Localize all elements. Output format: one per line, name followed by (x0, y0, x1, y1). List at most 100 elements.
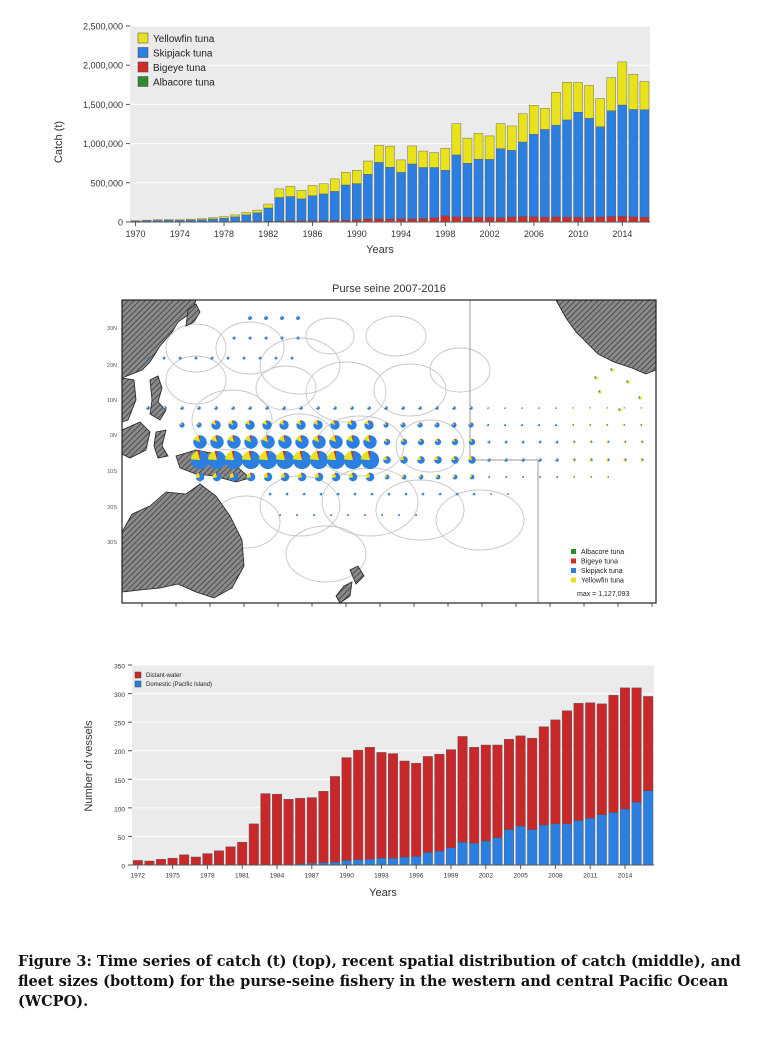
catch-pie-slice (261, 435, 268, 442)
ves-bar-distant-water-2011 (585, 702, 596, 819)
catch-pie-slice (623, 458, 626, 462)
catch-pie-slice (313, 420, 318, 425)
catch-pie-slice (282, 450, 285, 460)
catch-pie-slice (469, 474, 472, 478)
catch-pie (626, 380, 630, 384)
catch-pie-slice (504, 458, 508, 462)
catch-pie (572, 440, 576, 444)
catch-pie (195, 472, 205, 482)
catch-y-tick-label: 0 (118, 218, 123, 228)
land-borneo (122, 421, 151, 459)
catch-pie (472, 492, 476, 496)
catch-bar-yellowfin-tuna-1976 (197, 218, 207, 221)
eez-outline (165, 355, 227, 405)
ves-bar-domestic-pacific-island--2002 (480, 840, 491, 866)
ves-bar-distant-water-1998 (434, 753, 445, 852)
catch-pie (258, 450, 278, 470)
catch-pie (326, 450, 346, 470)
catch-bar-skipjack-tuna-1986 (307, 195, 318, 221)
catch-pie-slice (363, 435, 377, 449)
catch-pie (363, 435, 377, 449)
catch-pie (360, 450, 380, 470)
catch-pie-slice (487, 475, 489, 478)
catch-pie-slice (368, 435, 370, 442)
catch-pie-slice (244, 435, 251, 442)
catch-pie-slice (368, 472, 370, 477)
catch-pie (258, 356, 262, 360)
catch-bar-skipjack-tuna-1990 (352, 183, 362, 220)
catch-pie-slice (232, 435, 234, 442)
ves-bar-domestic-pacific-island--2000 (457, 841, 468, 866)
catch-pie-slice (487, 458, 491, 462)
ves-bar-distant-water-2001 (469, 747, 480, 844)
catch-pie-slice (181, 422, 182, 425)
catch-x-tick-label: 1986 (303, 229, 323, 239)
catch-bar-skipjack-tuna-1979 (230, 216, 240, 222)
catch-bar-yellowfin-tuna-2004 (506, 125, 517, 151)
catch-pie-slice (248, 336, 250, 338)
catch-pie (555, 475, 559, 479)
catch-bar-yellowfin-tuna-1992 (374, 144, 384, 163)
catch-pie-slice (452, 438, 455, 442)
catch-bar-skipjack-tuna-2000 (462, 162, 473, 218)
ves-bar-distant-water-1975 (167, 857, 178, 866)
catch-pie-slice (641, 407, 642, 409)
catch-pie-slice (606, 475, 609, 479)
catch-pie (400, 456, 408, 464)
catch-pie (417, 438, 425, 446)
catch-pie-slice (572, 458, 575, 462)
catch-pie-slice (280, 336, 282, 338)
catch-pie-slice (224, 451, 234, 460)
catch-bar-yellowfin-tuna-2005 (518, 113, 528, 143)
catch-pie (350, 406, 354, 410)
catch-pie-slice (334, 435, 336, 442)
catch-bar-skipjack-tuna-2014 (617, 104, 628, 217)
ves-x-tick-label: 1999 (444, 873, 459, 880)
ves-y-tick-label: 150 (114, 778, 125, 785)
catch-pie-slice (347, 420, 352, 425)
catch-pie-slice (197, 406, 199, 408)
ves-y-tick-label: 0 (121, 864, 125, 871)
catch-pie (336, 492, 340, 496)
catch-bar-skipjack-tuna-1998 (440, 170, 451, 216)
catch-bar-yellowfin-tuna-2009 (562, 82, 572, 121)
catch-pie (610, 368, 614, 372)
catch-pie-slice (330, 514, 331, 515)
catch-pie (248, 316, 252, 320)
catch-pie (521, 475, 525, 479)
ves-y-tick-label: 100 (114, 806, 125, 813)
catch-pie (248, 336, 252, 340)
catch-pie-slice (317, 472, 319, 477)
ves-bar-distant-water-1972 (132, 860, 143, 866)
catch-pie-slice (400, 456, 404, 460)
catch-pie-slice (554, 423, 556, 425)
eez-outline (375, 479, 465, 541)
map-max-label: max = 1,127,093 (577, 591, 629, 598)
map-lat-label: 20N (107, 363, 117, 369)
catch-bar-yellowfin-tuna-1996 (418, 150, 428, 168)
catch-pie (521, 407, 523, 409)
catch-pie-slice (625, 458, 627, 462)
catch-pie-slice (574, 475, 576, 478)
catch-pie-slice (246, 472, 256, 482)
catch-pie-slice (285, 492, 289, 496)
catch-pie-slice (507, 493, 508, 494)
catch-pie-slice (268, 492, 270, 494)
catch-pie-slice (329, 435, 336, 442)
ves-x-tick-label: 1990 (339, 873, 354, 880)
catch-pie-slice (296, 336, 300, 340)
catch-pie-slice (589, 440, 592, 444)
catch-pie (486, 423, 490, 427)
catch-pie-slice (353, 492, 355, 494)
catch-bar-bigeye-tuna-2005 (518, 216, 528, 223)
catch-pie-slice (347, 514, 348, 515)
catch-bar-skipjack-tuna-1991 (363, 174, 373, 220)
catch-pie-slice (624, 423, 626, 426)
catch-pie (228, 420, 238, 430)
catch-pie (507, 493, 509, 495)
catch-pie-slice (249, 435, 251, 442)
catch-pie (451, 438, 459, 446)
catch-pie-slice (504, 440, 506, 442)
ves-x-tick-label: 2005 (513, 873, 528, 880)
catch-pie-slice (590, 423, 592, 426)
